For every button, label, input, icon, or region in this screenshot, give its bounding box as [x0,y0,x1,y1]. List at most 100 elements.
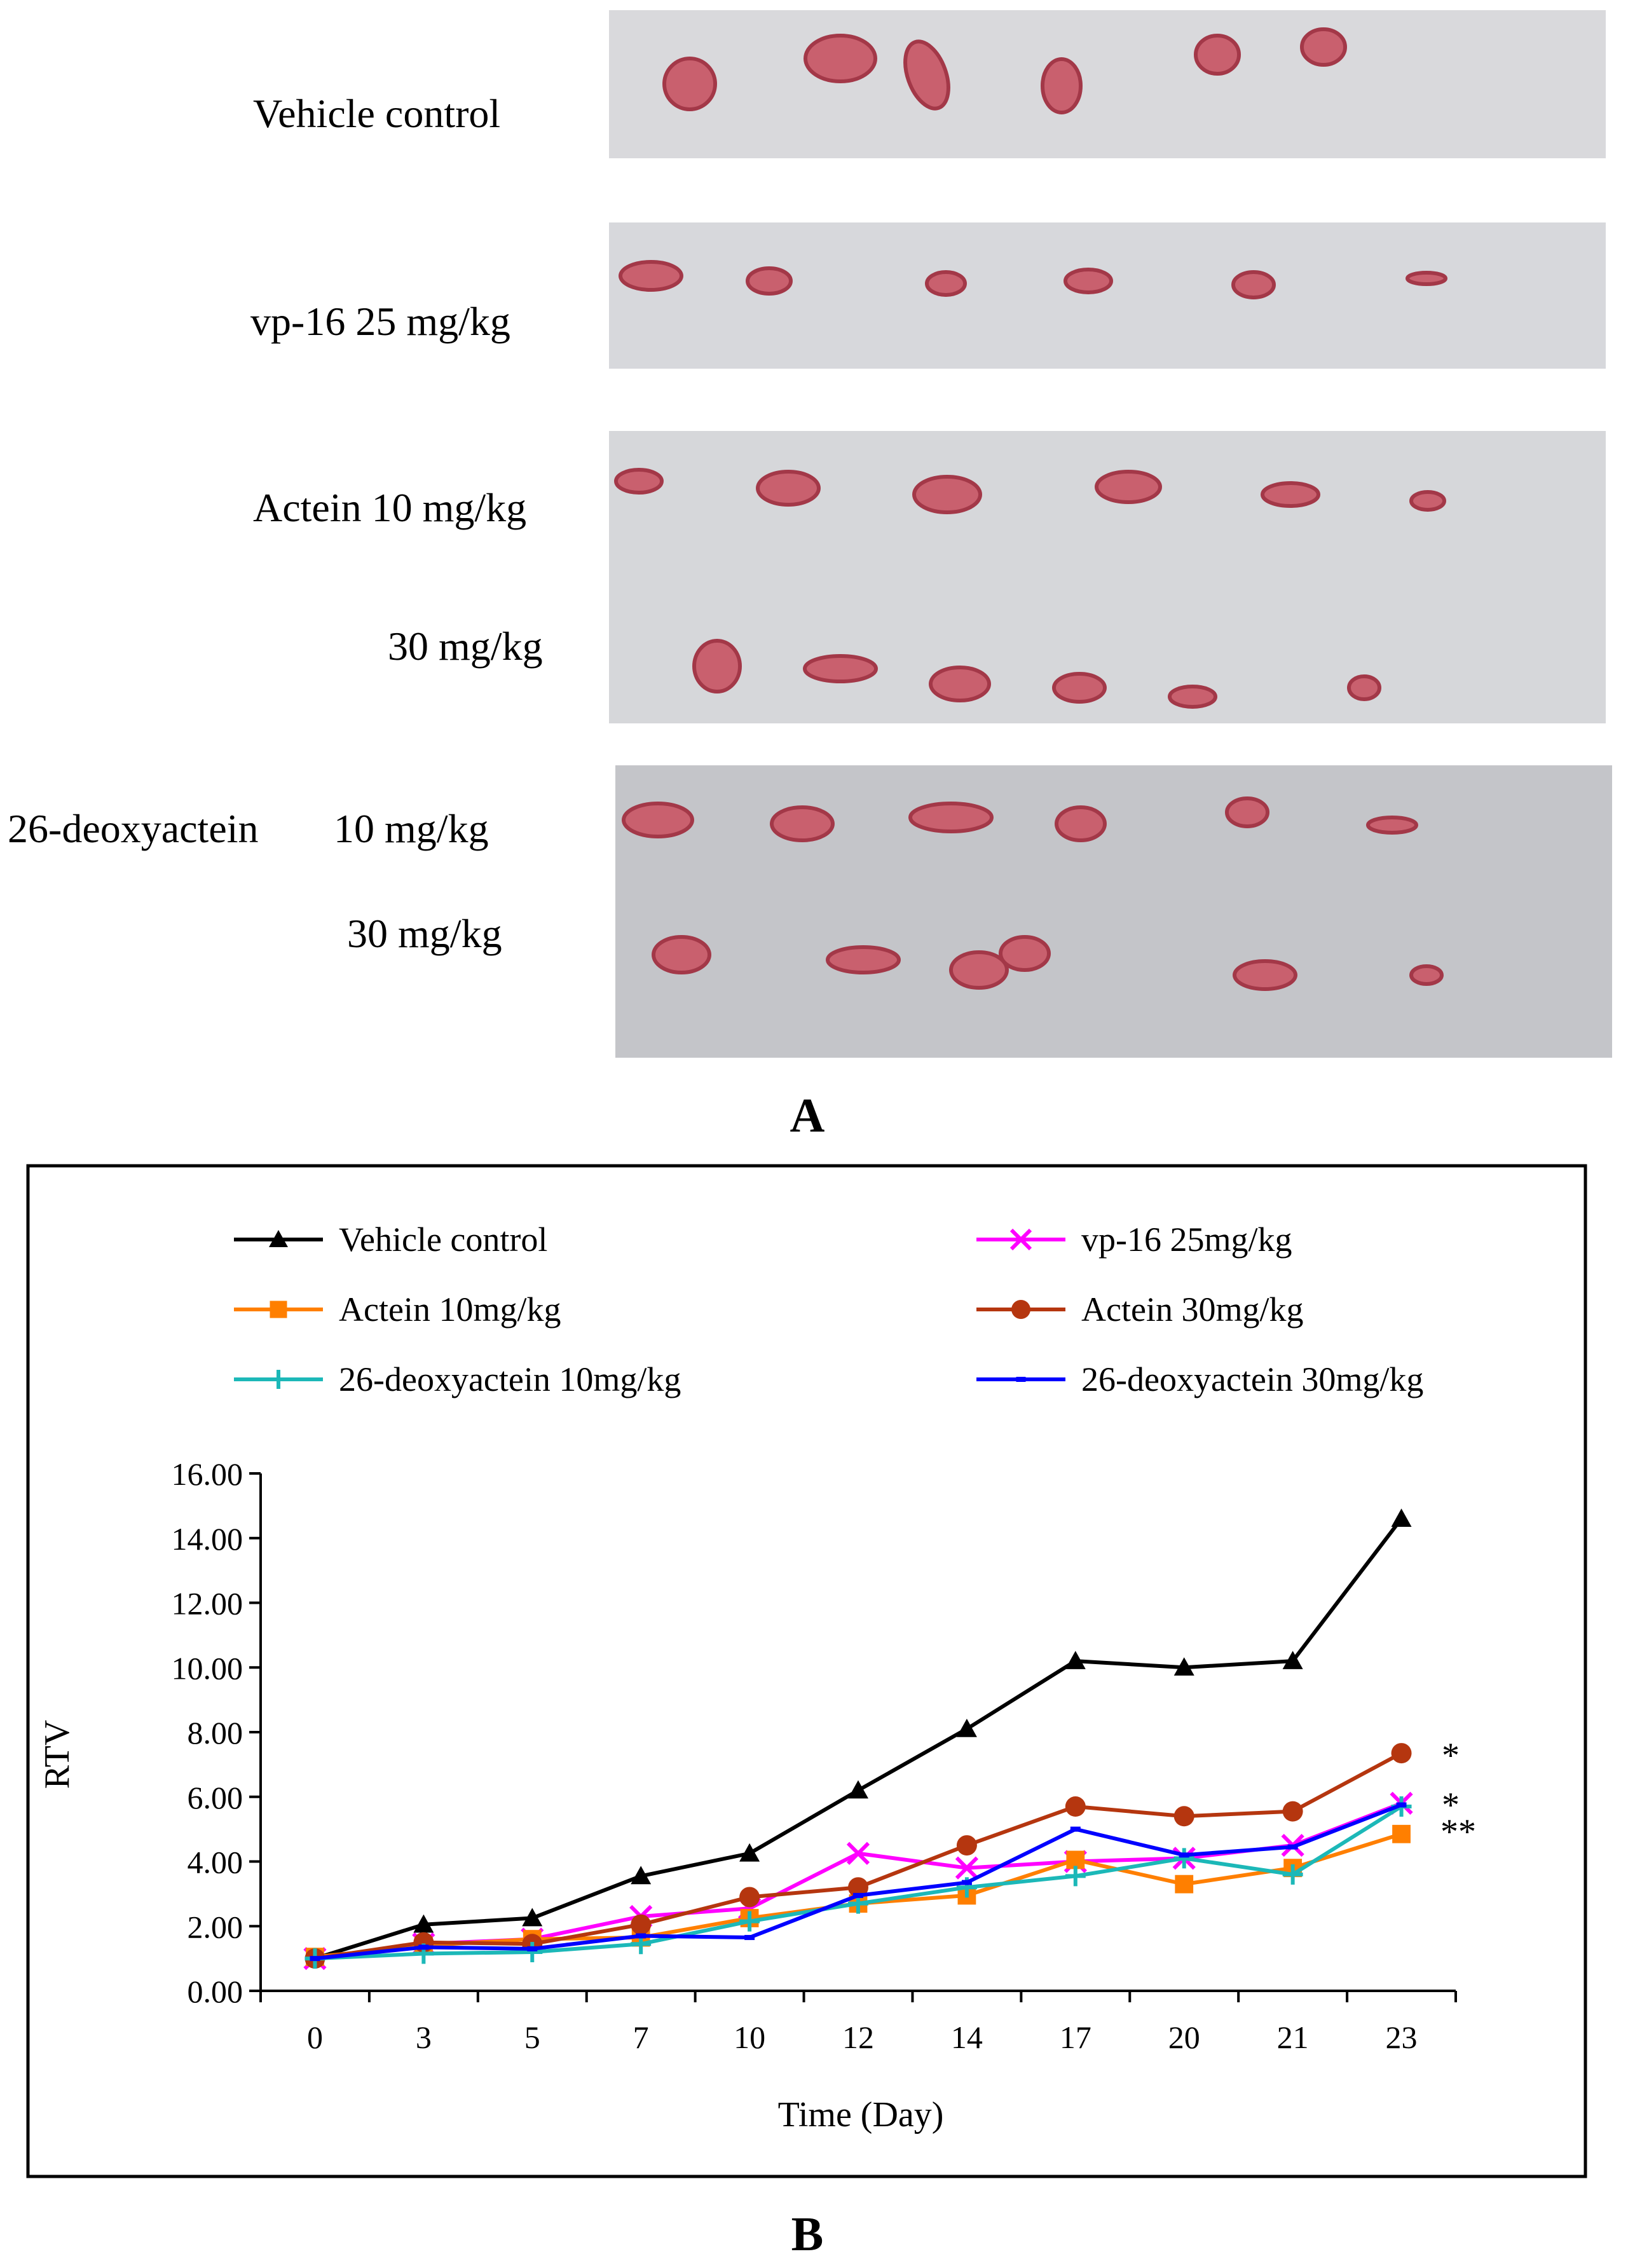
data-point [955,1856,979,1880]
data-point [1173,1848,1194,1869]
y-tick-label: 8.00 [188,1715,243,1751]
series-5 [310,1802,1407,1962]
data-point [744,1935,755,1941]
tumor-photos [609,10,1612,1058]
x-tick-label: 14 [951,2019,983,2055]
tumor [826,945,901,974]
data-point [413,1914,434,1933]
tumor [908,802,994,833]
y-axis-label: RTV [38,1720,77,1789]
x-tick-label: 23 [1386,2019,1418,2055]
data-point [1179,1852,1189,1858]
tumor [622,802,694,838]
data-point [1065,1651,1086,1669]
tumor [756,470,821,507]
legend-label: vp-16 25mg/kg [1081,1220,1292,1259]
legend-item: Vehicle control [234,1220,547,1259]
legend-item: Actein 10mg/kg [234,1290,561,1329]
tumor [1300,27,1347,67]
tumor [770,805,835,842]
panel-a-labels: Vehicle control vp-16 25 mg/kg Actein 10… [8,91,543,956]
data-point [1391,1508,1412,1527]
panel-b-letter: B [791,2208,824,2261]
data-point [1065,1796,1086,1817]
x-axis-label: Time (Day) [778,2095,944,2135]
tumor [1366,816,1418,835]
data-point [961,1880,972,1885]
tumor [1347,674,1381,701]
photo-vp16 [609,222,1606,369]
tumor [912,475,982,514]
data-point [739,1911,760,1932]
tumor [662,57,717,111]
data-point [270,1301,287,1318]
tumor [1409,490,1446,512]
tumor [903,39,950,111]
data-point [269,1230,288,1247]
significance-marker: * [1442,1786,1460,1825]
x-tick-label: 21 [1277,2019,1309,2055]
x-tick-label: 10 [734,2019,765,2055]
data-point [1173,1657,1194,1676]
x-tick-label: 7 [633,2019,649,2055]
tumor [1064,268,1113,294]
tumor [1406,271,1447,286]
row-label-deoxyactein-group: 26-deoxyactein [8,806,259,851]
tumor [614,468,664,495]
tumor [652,935,711,974]
legend-item: 26-deoxyactein 30mg/kg [976,1360,1423,1398]
row-label-vp16: vp-16 25 mg/kg [250,299,510,344]
chart-legend: Vehicle control vp-16 25mg/kg Actein 10mg/… [234,1220,1423,1398]
data-point [522,1941,543,1962]
tumor [746,266,793,296]
data-point [418,1944,429,1950]
data-point [1070,1826,1081,1832]
legend-item: Actein 30mg/kg [976,1290,1303,1329]
tumor [1233,959,1297,991]
legend-label: 26-deoxyactein 10mg/kg [339,1360,681,1398]
y-tick-label: 6.00 [188,1780,243,1815]
photo-vehicle [609,10,1606,158]
tumor [925,270,967,297]
row-label-actein-10: Actein 10 mg/kg [253,485,526,530]
tumor [1261,481,1320,508]
x-tick-label: 20 [1168,2019,1200,2055]
row-label-actein-30: 30 mg/kg [388,624,543,669]
y-tick-label: 16.00 [172,1456,243,1492]
chart-series [303,1508,1413,1971]
data-point [1175,1875,1194,1894]
tumor [949,950,1009,990]
tumor [1168,685,1217,709]
x-tick-label: 5 [524,2019,540,2055]
data-point [1016,1377,1026,1382]
photo-deoxyactein [615,765,1612,1058]
panel-a: Vehicle control vp-16 25 mg/kg Actein 10… [8,10,1612,1142]
tumor [619,260,683,292]
significance-marker: * [1442,1736,1460,1775]
legend-label: Actein 10mg/kg [339,1290,561,1329]
tumor [1225,796,1269,828]
data-point [310,1956,320,1962]
tumor [804,34,877,83]
data-point [1011,1300,1030,1319]
panel-a-letter: A [790,1089,825,1142]
chart-axes: 0.00 2.00 4.00 6.00 8.00 10.00 12.00 14.00 16.00… [172,1456,1457,2055]
legend-item: vp-16 25mg/kg [976,1220,1292,1259]
data-point [631,1866,652,1885]
data-point [848,1877,868,1898]
series-3 [304,1743,1412,1969]
x-tick-label: 12 [842,2019,874,2055]
y-tick-label: 14.00 [172,1521,243,1557]
data-point [522,1908,543,1927]
tumor [999,935,1051,972]
y-tick-label: 0.00 [188,1974,243,2009]
tumor [1055,805,1107,842]
legend-label: Actein 30mg/kg [1081,1290,1303,1329]
y-tick-label: 2.00 [188,1909,243,1944]
data-point [846,1841,870,1865]
data-point [1282,1651,1303,1669]
tumor [1041,57,1083,114]
y-tick-label: 4.00 [188,1845,243,1880]
tumors [614,27,1447,991]
